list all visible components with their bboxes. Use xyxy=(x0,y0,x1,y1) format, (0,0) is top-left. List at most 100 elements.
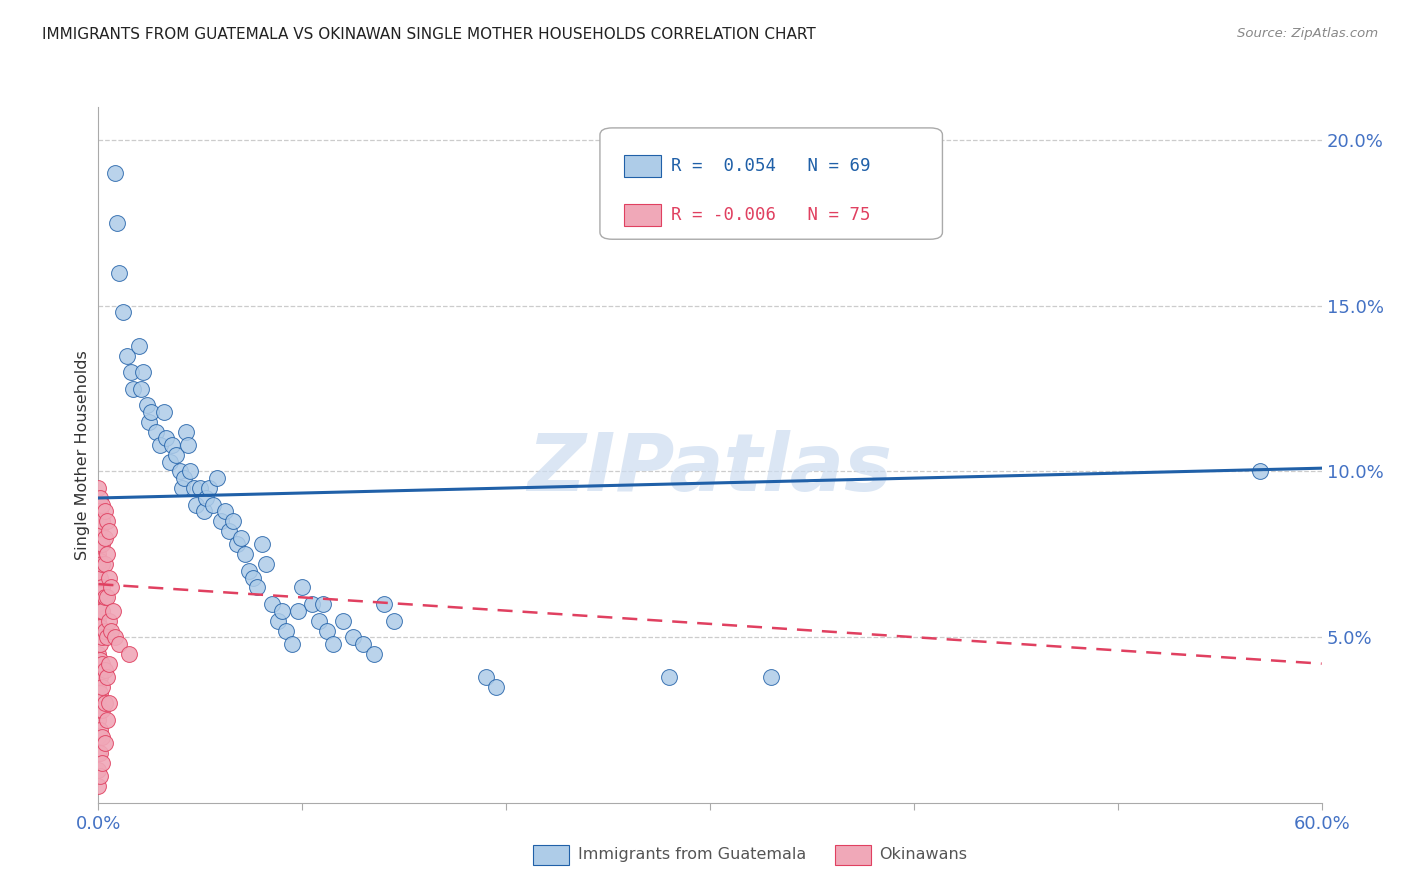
Point xyxy=(89,620,111,634)
Point xyxy=(93,504,115,518)
Point xyxy=(96,514,118,528)
Point xyxy=(165,448,187,462)
Point xyxy=(238,564,260,578)
Point xyxy=(222,514,245,528)
Point xyxy=(170,481,193,495)
Y-axis label: Single Mother Households: Single Mother Households xyxy=(75,350,90,560)
Point xyxy=(87,581,110,595)
FancyBboxPatch shape xyxy=(600,128,942,239)
Point xyxy=(91,498,114,512)
Point xyxy=(128,338,150,352)
Point xyxy=(260,597,283,611)
Point xyxy=(89,554,111,568)
Point xyxy=(91,581,114,595)
Point xyxy=(138,415,160,429)
Point xyxy=(246,581,269,595)
Point xyxy=(89,570,111,584)
Point xyxy=(91,756,114,770)
Point xyxy=(91,604,114,618)
Point xyxy=(100,624,122,638)
Text: Immigrants from Guatemala: Immigrants from Guatemala xyxy=(578,847,806,863)
Point xyxy=(87,697,110,711)
Point xyxy=(87,746,110,760)
Point xyxy=(93,697,115,711)
Text: Okinawans: Okinawans xyxy=(879,847,967,863)
Point xyxy=(201,498,224,512)
Point xyxy=(195,491,218,505)
Point xyxy=(97,570,120,584)
Point xyxy=(87,524,110,538)
Point xyxy=(332,614,354,628)
Point xyxy=(1249,465,1271,479)
Point xyxy=(120,365,142,379)
Point xyxy=(89,587,111,601)
Point xyxy=(87,779,110,793)
Point xyxy=(87,680,110,694)
Point xyxy=(87,558,110,572)
Point xyxy=(89,723,111,737)
Point xyxy=(87,730,110,744)
Point xyxy=(96,630,118,644)
Point xyxy=(97,697,120,711)
Point xyxy=(485,680,508,694)
Point xyxy=(173,471,195,485)
Point xyxy=(169,465,191,479)
Point xyxy=(301,597,323,611)
Point xyxy=(209,514,232,528)
Point xyxy=(91,703,114,717)
Point xyxy=(89,637,111,651)
Point xyxy=(183,481,205,495)
Point xyxy=(89,670,111,684)
Point xyxy=(91,558,114,572)
Point xyxy=(242,570,264,584)
Point xyxy=(89,521,111,535)
Point xyxy=(267,614,290,628)
Point xyxy=(160,438,183,452)
Point xyxy=(214,504,236,518)
Point xyxy=(97,614,120,628)
Point xyxy=(342,630,364,644)
Point xyxy=(474,670,498,684)
Text: ZIPatlas: ZIPatlas xyxy=(527,430,893,508)
Point xyxy=(233,547,256,561)
Point xyxy=(254,558,277,572)
Point xyxy=(382,614,405,628)
Point xyxy=(97,657,120,671)
Point xyxy=(87,547,110,561)
Point xyxy=(186,498,208,512)
Point xyxy=(87,663,110,677)
Point xyxy=(136,398,159,412)
Point xyxy=(145,425,167,439)
Point xyxy=(87,713,110,727)
Point xyxy=(155,431,177,445)
Point xyxy=(91,657,114,671)
Point xyxy=(96,713,118,727)
Point xyxy=(159,454,181,468)
Point xyxy=(89,769,111,783)
Point xyxy=(108,637,131,651)
Point xyxy=(89,604,111,618)
Point xyxy=(93,624,115,638)
Point xyxy=(91,514,114,528)
Point xyxy=(89,686,111,700)
Point xyxy=(89,703,111,717)
Point xyxy=(97,524,120,538)
Point xyxy=(87,498,110,512)
Text: Source: ZipAtlas.com: Source: ZipAtlas.com xyxy=(1237,27,1378,40)
Point xyxy=(89,504,111,518)
Point xyxy=(149,438,172,452)
Point xyxy=(132,365,155,379)
Point xyxy=(188,481,212,495)
Point xyxy=(96,591,118,605)
Point xyxy=(141,405,163,419)
Point xyxy=(91,630,114,644)
Point xyxy=(96,547,118,561)
Text: R = -0.006   N = 75: R = -0.006 N = 75 xyxy=(671,206,870,224)
Point xyxy=(93,736,115,750)
Text: R =  0.054   N = 69: R = 0.054 N = 69 xyxy=(671,157,870,175)
Point xyxy=(179,465,201,479)
Point xyxy=(226,537,249,551)
Point xyxy=(287,604,309,618)
Point xyxy=(761,670,783,684)
Point xyxy=(91,537,114,551)
